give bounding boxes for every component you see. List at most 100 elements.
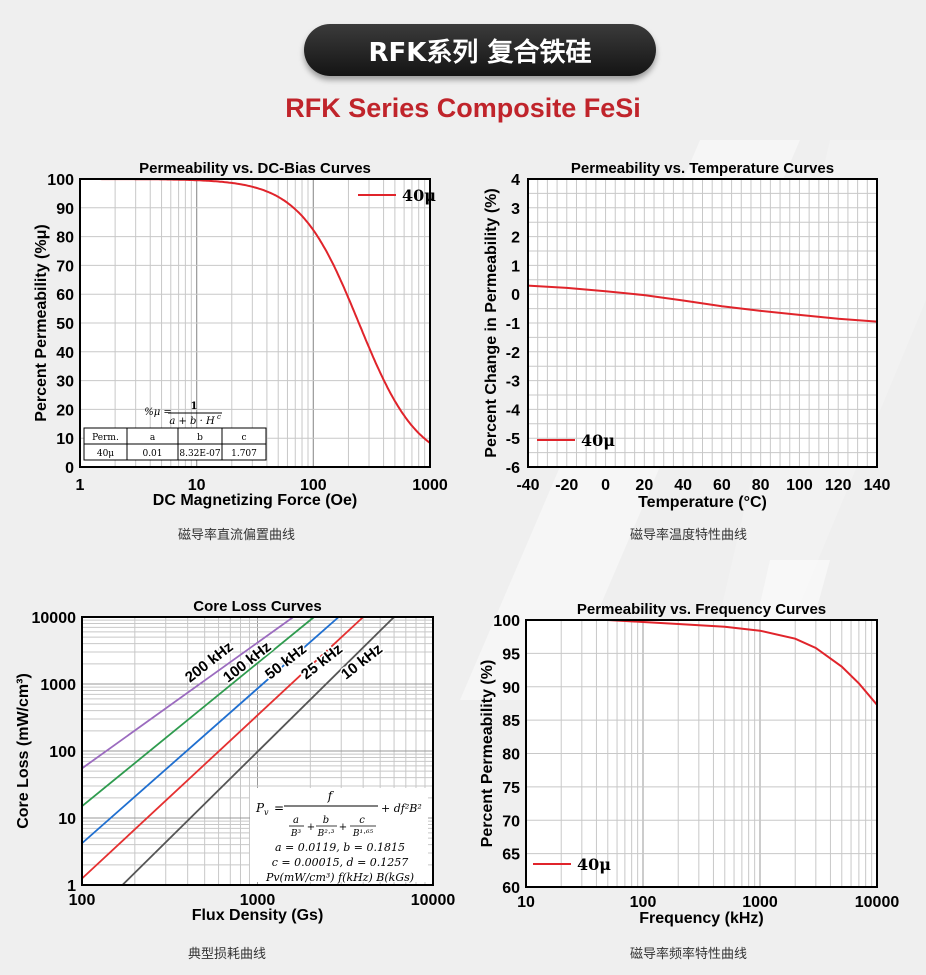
y-tick-label: 60 — [56, 287, 74, 304]
y-tick-label: 1 — [67, 878, 76, 895]
page-subtitle: RFK Series Composite FeSi — [285, 93, 641, 123]
series-line — [81, 616, 340, 844]
chart-title: Permeability vs. Temperature Curves — [571, 160, 834, 177]
y-tick-label: 100 — [493, 613, 520, 630]
y-tick-label: 100 — [49, 744, 76, 761]
formula-term-b-den: B²·³ — [317, 829, 335, 839]
series-line — [121, 616, 395, 886]
y-tick-label: 40 — [56, 345, 74, 362]
x-tick-label: -20 — [555, 477, 578, 494]
caption-frequency: 磁导率频率特性曲线 — [630, 947, 748, 962]
series-line — [81, 616, 315, 807]
formula-term-b: b — [323, 815, 329, 826]
x-axis-label: Frequency (kHz) — [639, 910, 763, 927]
x-tick-label: -40 — [516, 477, 539, 494]
y-tick-label: -3 — [506, 374, 520, 391]
y-tick-label: -4 — [506, 402, 520, 419]
x-tick-label: 10000 — [411, 892, 456, 909]
x-tick-label: 100 — [786, 477, 813, 494]
x-tick-label: 0 — [601, 477, 610, 494]
plot-frame — [81, 616, 434, 886]
x-tick-label: 10000 — [855, 894, 900, 911]
y-tick-label: 100 — [47, 172, 74, 189]
y-tick-label: 95 — [502, 646, 520, 663]
series-line — [81, 616, 364, 880]
y-tick-label: 0 — [511, 287, 520, 304]
y-tick-label: 70 — [502, 813, 520, 830]
table-header-cell: b — [197, 433, 203, 443]
series-line — [527, 284, 878, 323]
y-tick-label: 4 — [511, 172, 520, 189]
formula-tail: + df²B² — [381, 802, 422, 815]
series-line — [81, 616, 294, 770]
table-header-cell: c — [241, 433, 246, 443]
y-tick-label: 85 — [502, 713, 520, 730]
formula-plus: + — [307, 822, 315, 833]
formula-lhs-sub: v — [264, 808, 269, 817]
y-axis-label: Percent Permeability (%μ) — [33, 224, 50, 421]
formula-term-c-den: B¹·⁶⁵ — [352, 829, 374, 839]
formula-denominator: a + b · H — [169, 416, 215, 427]
y-tick-label: 75 — [502, 780, 520, 797]
y-tick-label: 10000 — [32, 610, 77, 627]
formula-lhs: P — [255, 801, 265, 815]
x-tick-label: 1000 — [412, 477, 448, 494]
y-tick-label: 30 — [56, 374, 74, 391]
formula-numerator: 1 — [191, 401, 198, 412]
formula-term-a-den: B³ — [290, 829, 302, 839]
formula-term-c: c — [359, 815, 365, 826]
formula-line: c = 0.00015, d = 0.1257 — [272, 856, 409, 869]
legend-label: 40μ — [402, 186, 436, 205]
table-cell: 0.01 — [142, 449, 162, 459]
y-tick-label: 2 — [511, 230, 520, 247]
table-cell: 8.32E-07 — [179, 449, 221, 459]
chart-title: Core Loss Curves — [193, 598, 321, 615]
table-cell: 40μ — [97, 449, 114, 459]
formula-term-a: a — [293, 815, 299, 826]
y-tick-label: 1 — [511, 258, 520, 275]
x-tick-label: 60 — [713, 477, 731, 494]
y-tick-label: 80 — [502, 747, 520, 764]
x-tick-label: 100 — [300, 477, 327, 494]
y-tick-label: 0 — [65, 460, 74, 477]
x-axis-label: Temperature (°C) — [638, 494, 767, 511]
y-tick-label: 90 — [56, 201, 74, 218]
x-tick-label: 1000 — [742, 894, 778, 911]
formula-line: Pv(mW/cm³) f(kHz) B(kGs) — [265, 871, 414, 884]
plot-frame — [527, 178, 878, 468]
y-tick-label: -2 — [506, 345, 520, 362]
table-header-cell: Perm. — [92, 433, 119, 443]
x-tick-label: 10 — [188, 477, 206, 494]
y-tick-label: 50 — [56, 316, 74, 333]
y-tick-label: -6 — [506, 460, 520, 477]
y-tick-label: -1 — [506, 316, 520, 333]
chart-title: Permeability vs. DC-Bias Curves — [139, 160, 371, 177]
x-axis-label: Flux Density (Gs) — [192, 907, 324, 924]
formula-numerator: f — [327, 789, 335, 803]
y-tick-label: 90 — [502, 680, 520, 697]
x-tick-label: 1000 — [240, 892, 276, 909]
x-tick-label: 100 — [69, 892, 96, 909]
x-tick-label: 40 — [674, 477, 692, 494]
table-cell: 1.707 — [231, 449, 257, 459]
x-tick-label: 20 — [635, 477, 653, 494]
chart-title: Permeability vs. Frequency Curves — [577, 601, 826, 618]
x-tick-label: 140 — [864, 477, 891, 494]
formula-exponent: c — [217, 413, 221, 421]
y-axis-label: Percent Permeability (%) — [479, 660, 496, 848]
y-tick-label: 80 — [56, 230, 74, 247]
caption-temperature: 磁导率温度特性曲线 — [630, 528, 748, 543]
x-tick-label: 120 — [825, 477, 852, 494]
y-tick-label: 20 — [56, 402, 74, 419]
x-tick-label: 100 — [630, 894, 657, 911]
formula-line: a = 0.0119, b = 0.1815 — [275, 841, 405, 854]
y-tick-label: 65 — [502, 847, 520, 864]
y-tick-label: 10 — [56, 431, 74, 448]
formula-lhs: %μ = — [144, 407, 172, 418]
formula-plus: + — [339, 822, 347, 833]
legend-label: 40μ — [577, 855, 611, 874]
y-tick-label: 60 — [502, 880, 520, 897]
